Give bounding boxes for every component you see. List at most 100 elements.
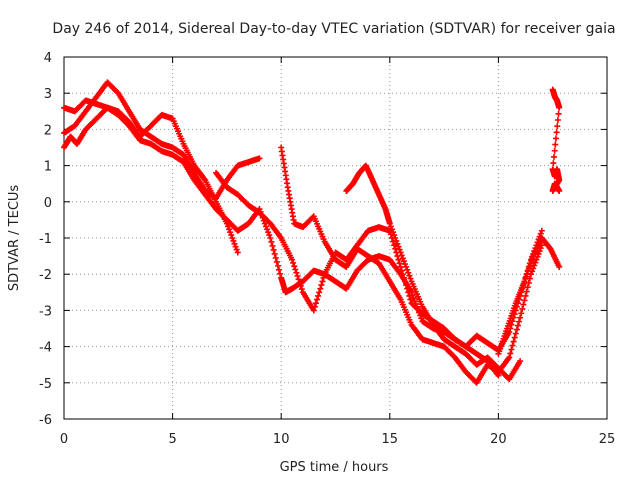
data-point [270,246,277,253]
data-point [521,297,528,304]
data-point [520,301,527,308]
data-point [512,330,519,337]
data-point [276,266,283,273]
x-tick-label: 25 [599,432,616,447]
y-tick-label: 2 [44,123,52,138]
data-point [519,305,526,312]
data-point [532,259,539,266]
data-point [311,303,318,310]
y-tick-label: -2 [39,268,52,283]
data-point [538,227,545,234]
y-tick-label: 3 [44,87,52,102]
x-tick-label: 15 [382,432,399,447]
data-point [398,267,405,274]
data-point [228,232,235,239]
data-point [555,110,562,117]
data-point [406,292,413,299]
data-point [406,272,413,279]
data-point [392,235,399,241]
data-point [393,237,400,244]
data-point [397,263,404,270]
data-point [266,232,273,239]
chart-title: Day 246 of 2014, Sidereal Day-to-day VTE… [52,21,615,37]
axis-ticks: 0 5 10 15 20 25 -6 -5 -4 -3 -2 -1 0 1 2 3 4 [39,51,615,447]
data-point [315,292,322,299]
data-point [400,274,407,281]
data-point [556,263,563,270]
data-point [232,243,239,250]
data-point [256,155,263,162]
data-point [506,329,513,336]
data-point [316,289,323,296]
data-point [400,258,407,265]
data-point [396,246,403,253]
data-point [410,295,417,302]
data-point [395,256,402,263]
data-point [404,285,411,292]
data-point [295,276,302,283]
data-point [291,263,298,270]
data-point [525,279,532,286]
data-point [268,238,275,245]
data-point [411,297,418,304]
data-point [398,252,405,259]
y-tick-label: 0 [44,196,52,211]
data-point [292,266,299,273]
data-point [229,235,236,241]
series-track-g [495,235,563,357]
plot-frame [63,56,608,420]
data-point [391,232,398,239]
data-point [507,350,514,357]
data-point [296,279,303,286]
data-point [554,123,561,130]
data-point [407,296,414,303]
data-point [297,282,304,289]
data-point [506,354,513,361]
data-point [264,226,271,233]
data-point [224,223,231,230]
data-point [230,237,237,244]
data-point [390,229,397,236]
data-point [552,135,559,142]
data-point [261,220,268,227]
x-tick-label: 5 [168,432,176,447]
data-point [517,314,524,321]
y-tick-label: -3 [39,304,52,319]
data-point [405,269,412,276]
data-point [550,160,557,167]
data-point [551,147,558,154]
data-point [262,223,269,230]
data-point [274,262,281,269]
data-point [537,230,544,237]
grid-lines [64,57,607,419]
y-tick-label: 1 [44,160,52,175]
data-point [314,296,321,303]
data-point [319,278,326,285]
series-track-h [549,86,563,194]
data-point [508,346,515,353]
data-point [273,258,280,265]
y-tick-label: -5 [39,377,52,392]
data-point [523,288,530,295]
data-point [271,250,278,257]
data-point [233,246,240,253]
data-point [269,242,276,249]
data-point [509,342,516,349]
data-point [386,220,393,227]
data-point [394,240,401,247]
data-point [516,318,523,325]
series-track-b [61,97,241,256]
series-track-f [343,162,524,383]
data-point [310,307,317,314]
data-point [294,273,301,280]
data-point [387,223,394,230]
data-point [227,229,234,236]
x-tick-label: 10 [273,432,290,447]
data-point [418,315,425,322]
data-point [510,338,517,345]
data-point [317,285,324,292]
x-tick-label: 0 [60,432,68,447]
data-point [298,286,305,293]
data-point [312,300,319,307]
